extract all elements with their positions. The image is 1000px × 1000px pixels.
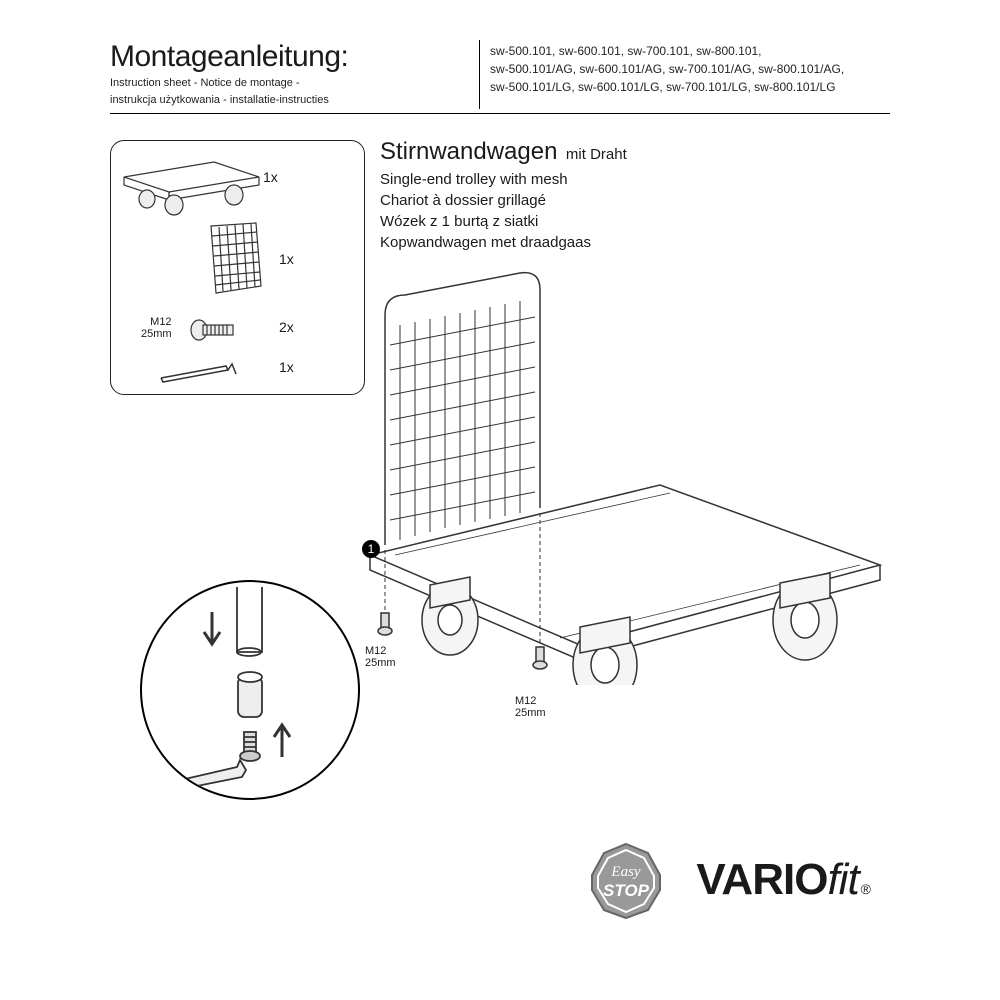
wrench-qty: 1x: [279, 359, 294, 375]
subtitle-1: Instruction sheet - Notice de montage -: [110, 76, 469, 91]
variofit-logo: VARIOfit®: [696, 855, 870, 905]
bolt-icon: [189, 316, 249, 344]
subtitle-2: instrukcja użytkowania - installatie-ins…: [110, 93, 469, 108]
product-name-pl: Wózek z 1 burtą z siatki: [380, 211, 627, 232]
mesh-qty: 1x: [279, 251, 294, 267]
main-title: Montageanleitung:: [110, 40, 469, 74]
product-name-en: Single-end trolley with mesh: [380, 169, 627, 190]
instruction-sheet: Montageanleitung: Instruction sheet - No…: [110, 40, 890, 960]
product-name-nl: Kopwandwagen met draadgaas: [380, 232, 627, 253]
models-line-2: sw-500.101/AG, sw-600.101/AG, sw-700.101…: [490, 60, 890, 78]
platform-icon: [119, 147, 269, 217]
svg-text:STOP: STOP: [603, 881, 650, 900]
detail-diagram: [142, 582, 360, 800]
step-number-badge: 1: [362, 540, 380, 558]
model-numbers: sw-500.101, sw-600.101, sw-700.101, sw-8…: [480, 40, 890, 109]
wrench-icon: [156, 356, 266, 386]
bolt-label-1: M12 25mm: [365, 645, 396, 669]
trolley-diagram: [350, 255, 910, 685]
models-line-3: sw-500.101/LG, sw-600.101/LG, sw-700.101…: [490, 78, 890, 96]
bolt-label-2: M12 25mm: [515, 695, 546, 719]
header-left: Montageanleitung: Instruction sheet - No…: [110, 40, 480, 109]
easy-stop-logo: Easy STOP: [586, 840, 666, 920]
mesh-panel-icon: [201, 221, 271, 301]
header: Montageanleitung: Instruction sheet - No…: [110, 40, 890, 114]
parts-list-box: 1x 1x M12 25mm: [110, 140, 365, 395]
detail-view: [140, 580, 360, 800]
models-line-1: sw-500.101, sw-600.101, sw-700.101, sw-8…: [490, 42, 890, 60]
platform-qty: 1x: [263, 169, 278, 185]
footer: Easy STOP VARIOfit®: [110, 840, 890, 920]
svg-text:Easy: Easy: [611, 864, 642, 880]
product-name-fr: Chariot à dossier grillagé: [380, 190, 627, 211]
product-titles: Stirnwandwagen mit Draht Single-end trol…: [380, 135, 627, 253]
bolt-qty: 2x: [279, 319, 294, 335]
product-name-de: Stirnwandwagen mit Draht: [380, 135, 627, 169]
bolt-spec: M12 25mm: [141, 316, 172, 340]
